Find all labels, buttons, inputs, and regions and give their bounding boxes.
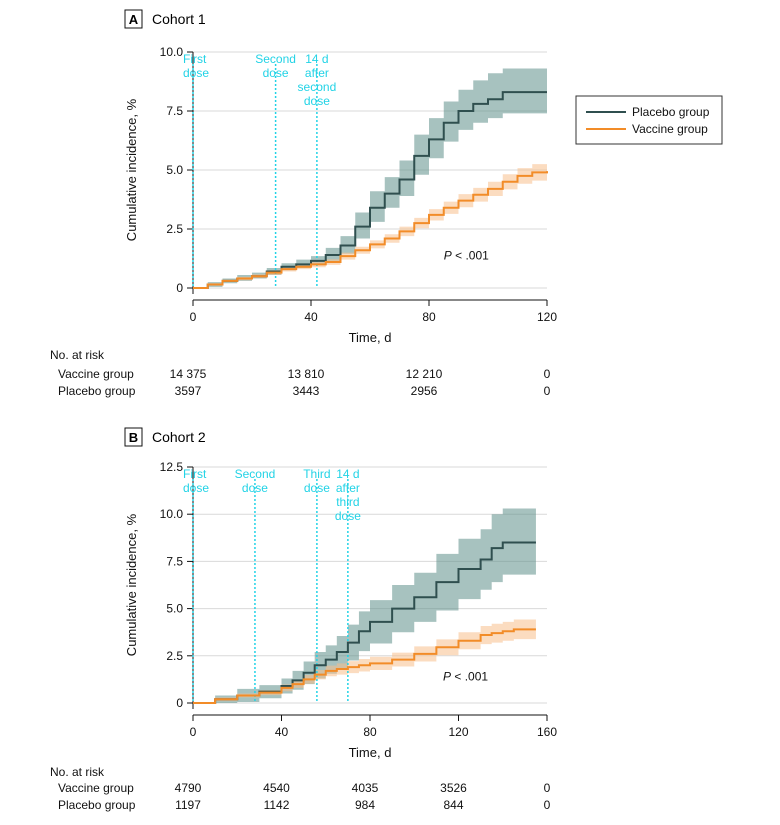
y-tick-label: 2.5	[166, 649, 183, 663]
dose-marker-label: Third dose	[303, 467, 330, 495]
risk-cell: 984	[355, 798, 375, 812]
risk-cell: 1197	[175, 798, 201, 812]
series-line-vaccine-group	[193, 171, 548, 289]
dose-marker-label: 14 d after second dose	[298, 52, 337, 108]
x-tick-label: 0	[190, 725, 197, 739]
p-value-label: P < .001	[443, 669, 488, 683]
risk-row-label: Vaccine group	[58, 367, 134, 381]
x-axis-label: Time, d	[349, 330, 392, 345]
y-tick-label: 12.5	[160, 460, 184, 474]
y-tick-label: 10.0	[160, 45, 184, 59]
y-axis-label: Cumulative incidence, %	[124, 513, 139, 656]
legend: Placebo group Vaccine group	[575, 95, 723, 145]
risk-cell: 0	[544, 367, 551, 381]
x-tick-label: 40	[304, 310, 318, 324]
panel-letter: B	[129, 430, 138, 445]
x-tick-label: 160	[537, 725, 557, 739]
risk-cell: 1142	[264, 798, 290, 812]
x-tick-label: 0	[190, 310, 197, 324]
risk-cell: 2956	[411, 384, 438, 398]
risk-cell: 0	[544, 781, 551, 795]
risk-cell: 4540	[263, 781, 290, 795]
legend-label-placebo: Placebo group	[632, 105, 710, 119]
y-tick-label: 7.5	[166, 104, 183, 118]
x-tick-label: 120	[448, 725, 468, 739]
panel-b: B Cohort 2 0 2.5 5.0 7.5 10.0 12.5 0 40 80 120 160 Ti…	[50, 427, 557, 812]
dose-marker-label: Second dose	[255, 52, 296, 80]
x-tick-label: 40	[275, 725, 289, 739]
panel-letter: A	[129, 12, 139, 27]
legend-label-vaccine: Vaccine group	[632, 122, 708, 136]
y-tick-label: 5.0	[166, 163, 183, 177]
risk-table-title: No. at risk	[50, 765, 105, 779]
risk-cell: 0	[544, 384, 551, 398]
risk-cell: 0	[544, 798, 551, 812]
y-tick-label: 7.5	[166, 554, 183, 568]
y-tick-label: 5.0	[166, 602, 183, 616]
legend-box	[575, 95, 723, 145]
p-value-label: P < .001	[444, 249, 489, 263]
risk-row-label: Placebo group	[58, 798, 136, 812]
panel-a: A Cohort 1 0 2.5 5.0 7.5 10.0 0 40 80 120 Time, d Cu…	[50, 9, 557, 398]
risk-cell: 4035	[352, 781, 379, 795]
risk-table-title: No. at risk	[50, 348, 105, 362]
risk-row-label: Vaccine group	[58, 781, 134, 795]
risk-cell: 3526	[440, 781, 467, 795]
risk-cell: 14 375	[170, 367, 207, 381]
dose-marker-label: 14 d after third dose	[335, 467, 361, 523]
risk-cell: 3597	[175, 384, 202, 398]
ci-band-placebo-group	[193, 68, 547, 289]
ci-band-vaccine-group	[193, 161, 547, 288]
x-tick-label: 120	[537, 310, 557, 324]
ci-band-placebo-group	[193, 508, 536, 703]
panel-title: Cohort 1	[152, 11, 206, 27]
risk-cell: 12 210	[406, 367, 443, 381]
x-tick-label: 80	[363, 725, 377, 739]
dose-marker-label: First dose	[183, 467, 209, 495]
risk-cell: 3443	[293, 384, 320, 398]
dose-marker-label: Second dose	[235, 467, 276, 495]
y-tick-label: 0	[176, 696, 183, 710]
dose-marker-label: First dose	[183, 52, 209, 80]
x-axis-label: Time, d	[349, 745, 392, 760]
ci-band-vaccine-group	[193, 619, 536, 703]
risk-cell: 13 810	[288, 367, 325, 381]
risk-row-label: Placebo group	[58, 384, 136, 398]
series-line-vaccine-group	[193, 628, 536, 704]
y-axis-label: Cumulative incidence, %	[124, 98, 139, 241]
y-tick-label: 0	[176, 281, 183, 295]
panel-title: Cohort 2	[152, 429, 206, 445]
panel-letter-box	[124, 427, 143, 447]
y-tick-label: 2.5	[166, 222, 183, 236]
risk-cell: 4790	[175, 781, 202, 795]
y-tick-label: 10.0	[160, 507, 184, 521]
panel-letter-box	[124, 9, 143, 29]
x-tick-label: 80	[422, 310, 436, 324]
risk-cell: 844	[443, 798, 463, 812]
